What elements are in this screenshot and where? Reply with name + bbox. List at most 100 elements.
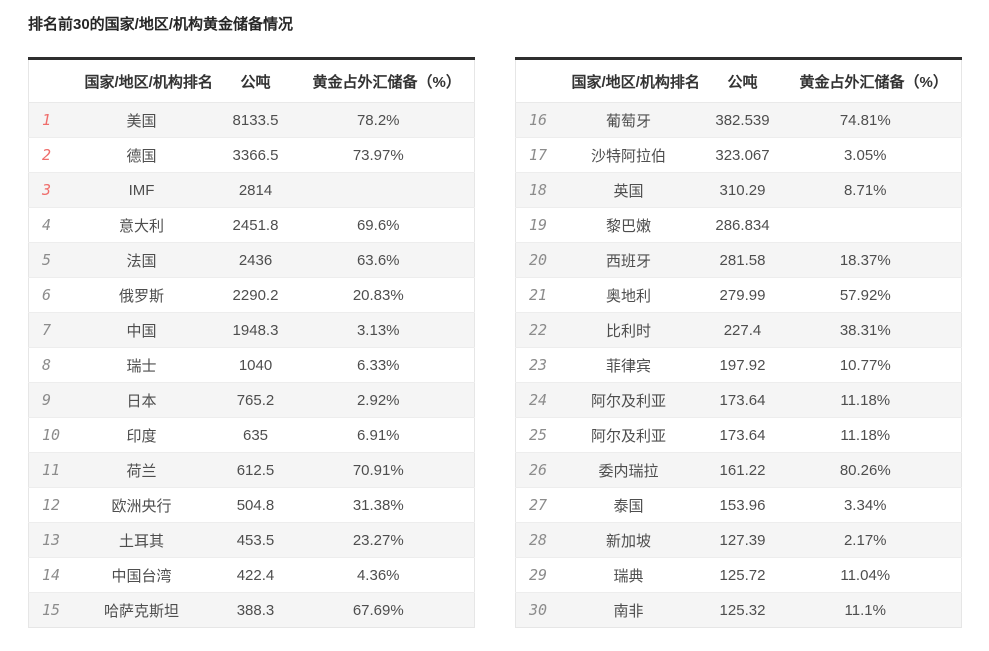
table-row: 17 沙特阿拉伯 323.067 3.05% bbox=[515, 137, 962, 173]
pct-column-header: 黄金占外汇储备（%） bbox=[799, 58, 962, 103]
tonnes-cell: 197.92 bbox=[685, 347, 800, 383]
tonnes-cell: 504.8 bbox=[198, 487, 313, 523]
country-cell: 哈萨克斯坦 bbox=[84, 592, 199, 628]
rank-cell: 27 bbox=[515, 487, 572, 523]
rank-cell: 24 bbox=[515, 382, 572, 418]
table-row: 11 荷兰 612.5 70.91% bbox=[28, 452, 475, 488]
pct-cell bbox=[799, 207, 962, 243]
tonnes-cell: 453.5 bbox=[198, 522, 313, 558]
table-row: 14 中国台湾 422.4 4.36% bbox=[28, 557, 475, 593]
pct-cell: 18.37% bbox=[799, 242, 962, 278]
country-cell: 黎巴嫩 bbox=[571, 207, 686, 243]
table-row: 25 阿尔及利亚 173.64 11.18% bbox=[515, 417, 962, 453]
rank-cell: 7 bbox=[28, 312, 85, 348]
page-title: 排名前30的国家/地区/机构黄金储备情况 bbox=[28, 16, 294, 33]
pct-cell: 38.31% bbox=[799, 312, 962, 348]
tonnes-column-header: 公吨 bbox=[198, 58, 313, 103]
pct-cell: 11.1% bbox=[799, 592, 962, 628]
tonnes-cell: 227.4 bbox=[685, 312, 800, 348]
rank-column-header bbox=[515, 58, 572, 103]
table-row: 20 西班牙 281.58 18.37% bbox=[515, 242, 962, 278]
tonnes-column-header: 公吨 bbox=[685, 58, 800, 103]
pct-cell: 63.6% bbox=[312, 242, 475, 278]
rank-cell: 21 bbox=[515, 277, 572, 313]
table-row: 26 委内瑞拉 161.22 80.26% bbox=[515, 452, 962, 488]
country-cell: 奥地利 bbox=[571, 277, 686, 313]
table-row: 23 菲律宾 197.92 10.77% bbox=[515, 347, 962, 383]
rank-cell: 2 bbox=[28, 137, 85, 173]
pct-cell: 3.13% bbox=[312, 312, 475, 348]
table-row: 4 意大利 2451.8 69.6% bbox=[28, 207, 475, 243]
pct-cell: 73.97% bbox=[312, 137, 475, 173]
tonnes-cell: 125.72 bbox=[685, 557, 800, 593]
rank-cell: 6 bbox=[28, 277, 85, 313]
table-row: 6 俄罗斯 2290.2 20.83% bbox=[28, 277, 475, 313]
country-cell: 阿尔及利亚 bbox=[571, 417, 686, 453]
table-header-row: 国家/地区/机构排名 公吨 黄金占外汇储备（%） bbox=[515, 58, 962, 103]
country-cell: 比利时 bbox=[571, 312, 686, 348]
tonnes-cell: 125.32 bbox=[685, 592, 800, 628]
rank-cell: 11 bbox=[28, 452, 85, 488]
pct-cell: 70.91% bbox=[312, 452, 475, 488]
rank-cell: 3 bbox=[28, 172, 85, 208]
pct-cell: 78.2% bbox=[356, 111, 400, 129]
tonnes-cell: 153.96 bbox=[685, 487, 800, 523]
rank-cell: 4 bbox=[28, 207, 85, 243]
rank-cell: 23 bbox=[515, 347, 572, 383]
country-cell: 英国 bbox=[571, 172, 686, 208]
pct-cell: 4.36% bbox=[312, 557, 475, 593]
table-row: 21 奥地利 279.99 57.92% bbox=[515, 277, 962, 313]
tonnes-cell: 765.2 bbox=[198, 382, 313, 418]
country-cell: 阿尔及利亚 bbox=[571, 382, 686, 418]
pct-cell: 57.92% bbox=[799, 277, 962, 313]
country-cell: 西班牙 bbox=[571, 242, 686, 278]
pct-cell: 11.04% bbox=[799, 557, 962, 593]
rank-cell: 17 bbox=[515, 137, 572, 173]
table-row: 30 南非 125.32 11.1% bbox=[515, 592, 962, 628]
rank-cell: 30 bbox=[515, 592, 572, 628]
tonnes-cell: 286.834 bbox=[685, 207, 800, 243]
pct-cell: 20.83% bbox=[312, 277, 475, 313]
rank-cell: 1 bbox=[42, 111, 52, 129]
name-column-header: 国家/地区/机构排名 bbox=[84, 58, 213, 103]
country-cell: IMF bbox=[84, 172, 199, 208]
rank-cell: 5 bbox=[28, 242, 85, 278]
tonnes-cell: 422.4 bbox=[198, 557, 313, 593]
rank-cell: 13 bbox=[28, 522, 85, 558]
table-row: 24 阿尔及利亚 173.64 11.18% bbox=[515, 382, 962, 418]
rank-cell: 14 bbox=[28, 557, 85, 593]
tonnes-cell: 612.5 bbox=[198, 452, 313, 488]
country-cell: 印度 bbox=[84, 417, 199, 453]
gold-reserve-table-right: 国家/地区/机构排名 公吨 黄金占外汇储备（%） 16 葡萄牙 382.539 74.… bbox=[515, 57, 962, 628]
pct-cell: 23.27% bbox=[312, 522, 475, 558]
rank-cell: 26 bbox=[515, 452, 572, 488]
country-cell: 菲律宾 bbox=[571, 347, 686, 383]
pct-cell: 31.38% bbox=[312, 487, 475, 523]
table-row: 7 中国 1948.3 3.13% bbox=[28, 312, 475, 348]
rank-cell: 10 bbox=[28, 417, 85, 453]
pct-cell: 80.26% bbox=[799, 452, 962, 488]
country-cell: 葡萄牙 bbox=[605, 112, 651, 130]
country-cell: 新加坡 bbox=[571, 522, 686, 558]
table-row: 29 瑞典 125.72 11.04% bbox=[515, 557, 962, 593]
tonnes-cell: 281.58 bbox=[685, 242, 800, 278]
rank-cell: 20 bbox=[515, 242, 572, 278]
tables-container: 国家/地区/机构排名 公吨 黄金占外汇储备（%） 1 美国 8133.5 78.2% 2… bbox=[28, 57, 989, 628]
country-cell: 土耳其 bbox=[84, 522, 199, 558]
table-row: 15 哈萨克斯坦 388.3 67.69% bbox=[28, 592, 475, 628]
pct-cell: 10.77% bbox=[799, 347, 962, 383]
tonnes-cell: 1948.3 bbox=[198, 312, 313, 348]
table-row: 18 英国 310.29 8.71% bbox=[515, 172, 962, 208]
rank-cell: 28 bbox=[515, 522, 572, 558]
country-cell: 中国台湾 bbox=[84, 557, 199, 593]
country-cell: 美国 bbox=[126, 112, 157, 130]
tonnes-cell: 382.539 bbox=[715, 111, 770, 129]
tonnes-cell: 3366.5 bbox=[198, 137, 313, 173]
table-row: 2 德国 3366.5 73.97% bbox=[28, 137, 475, 173]
pct-cell: 69.6% bbox=[312, 207, 475, 243]
pct-cell: 74.81% bbox=[839, 111, 891, 129]
name-column-header: 国家/地区/机构排名 bbox=[571, 58, 700, 103]
tonnes-cell: 2814 bbox=[198, 172, 313, 208]
table-row: 28 新加坡 127.39 2.17% bbox=[515, 522, 962, 558]
country-cell: 中国 bbox=[84, 312, 199, 348]
